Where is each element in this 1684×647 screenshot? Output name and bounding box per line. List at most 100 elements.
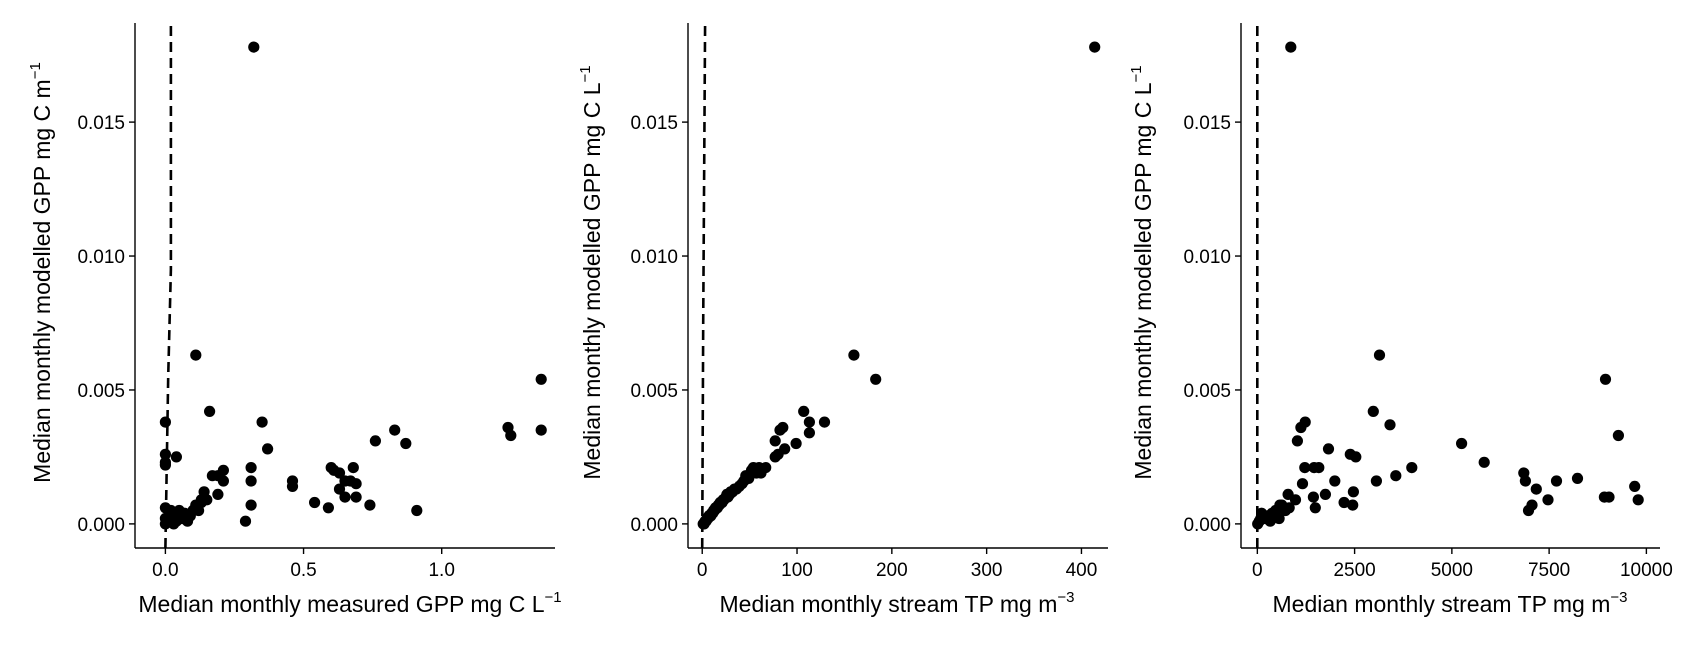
data-point: [339, 491, 351, 503]
data-point: [168, 518, 180, 530]
data-point: [1295, 421, 1307, 434]
data-point: [697, 518, 709, 530]
data-point: [245, 499, 257, 511]
panel-measured-gpp: 0.000 0.005 0.010 0.015 0.0 0.5 1.0 Median mont…: [27, 23, 562, 617]
data-point: [1263, 512, 1275, 525]
data-point: [411, 504, 423, 517]
x-tick-label: 100: [781, 560, 813, 581]
data-point: [1338, 496, 1350, 509]
data-point: [769, 435, 781, 447]
data-point: [1478, 456, 1490, 468]
y-tick-label: 0.015: [1183, 113, 1231, 134]
x-tick-label: 5000: [1431, 560, 1473, 581]
y-tick-label: 0.015: [630, 113, 678, 134]
data-point: [245, 462, 257, 474]
data-point: [1089, 41, 1101, 53]
data-point: [245, 475, 257, 487]
x-tick-label: 7500: [1528, 560, 1570, 581]
data-point: [1296, 478, 1309, 490]
data-point: [1299, 462, 1311, 474]
x-tick-label: 400: [1066, 560, 1098, 581]
data-point: [1308, 462, 1320, 474]
data-point: [1406, 462, 1418, 474]
data-point: [790, 437, 802, 450]
x-axis-label: Median monthly stream TP mg m−3: [720, 589, 1075, 617]
data-point: [159, 416, 171, 428]
data-point: [1319, 488, 1331, 500]
data-point: [1307, 491, 1319, 503]
data-point: [1384, 419, 1396, 431]
data-point: [1347, 486, 1359, 498]
y-tick-label: 0.005: [77, 381, 125, 402]
x-tick-label: 1.0: [428, 560, 454, 581]
data-point: [535, 424, 547, 436]
x-tick-label: 0: [1252, 560, 1263, 581]
y-tick-label: 0.000: [1183, 515, 1231, 536]
y-axis-label: Median monthly modelled GPP mg C L−1: [1128, 65, 1156, 479]
x-tick-label: 0.0: [152, 560, 178, 581]
y-axis-label: Median monthly modelled GPP mg C L−1: [577, 65, 605, 479]
data-point: [774, 424, 786, 436]
data-point: [350, 491, 362, 503]
data-point: [535, 373, 547, 385]
x-axis-label: Median monthly stream TP mg m−3: [1273, 589, 1628, 617]
data-point: [212, 488, 224, 500]
x-tick-label: 0: [697, 560, 708, 581]
data-point: [170, 451, 182, 463]
data-point: [347, 462, 359, 474]
data-point: [248, 41, 260, 53]
data-point: [803, 416, 816, 428]
data-point: [1612, 429, 1624, 442]
data-point: [1542, 494, 1554, 506]
x-tick-label: 2500: [1333, 560, 1375, 581]
data-point: [1322, 443, 1335, 455]
data-point: [309, 496, 321, 509]
data-point: [1367, 405, 1379, 417]
data-point: [1285, 41, 1297, 53]
data-point: [204, 405, 216, 417]
data-point: [286, 480, 299, 492]
data-point: [217, 475, 229, 487]
data-point: [159, 518, 171, 530]
x-tick-label: 300: [971, 560, 1003, 581]
data-point: [705, 510, 717, 522]
data-point: [1456, 437, 1468, 450]
data-point: [1329, 475, 1341, 487]
x-tick-label: 200: [876, 560, 908, 581]
data-point: [728, 483, 741, 495]
data-point: [1289, 494, 1302, 506]
data-point: [769, 451, 781, 463]
data-point: [1629, 480, 1641, 492]
data-point: [1571, 472, 1584, 484]
x-tick-label: 0.5: [290, 560, 316, 581]
data-point: [400, 437, 412, 450]
data-point: [1632, 494, 1644, 506]
y-tick-label: 0.010: [77, 247, 125, 268]
data-point: [803, 427, 816, 439]
data-point: [364, 499, 376, 511]
data-point: [1350, 451, 1362, 463]
data-point: [741, 472, 753, 484]
data-point: [1347, 499, 1359, 511]
data-point: [798, 405, 810, 417]
data-point: [1370, 475, 1382, 487]
reference-dashed-line: [700, 22, 707, 549]
data-point: [750, 467, 762, 479]
data-point: [1309, 502, 1321, 514]
data-point: [1390, 470, 1402, 482]
data-point: [181, 515, 194, 527]
data-point: [870, 373, 882, 385]
data-point: [159, 448, 171, 460]
data-point: [333, 483, 346, 495]
data-point: [256, 416, 268, 428]
data-point: [505, 429, 517, 442]
data-point: [165, 504, 177, 517]
y-tick-label: 0.015: [77, 113, 125, 134]
x-tick-label: 10000: [1620, 560, 1673, 581]
y-tick-label: 0.000: [630, 515, 678, 536]
y-tick-label: 0.005: [1183, 381, 1231, 402]
data-point: [159, 459, 171, 471]
data-point: [848, 349, 860, 361]
data-point: [190, 349, 202, 361]
